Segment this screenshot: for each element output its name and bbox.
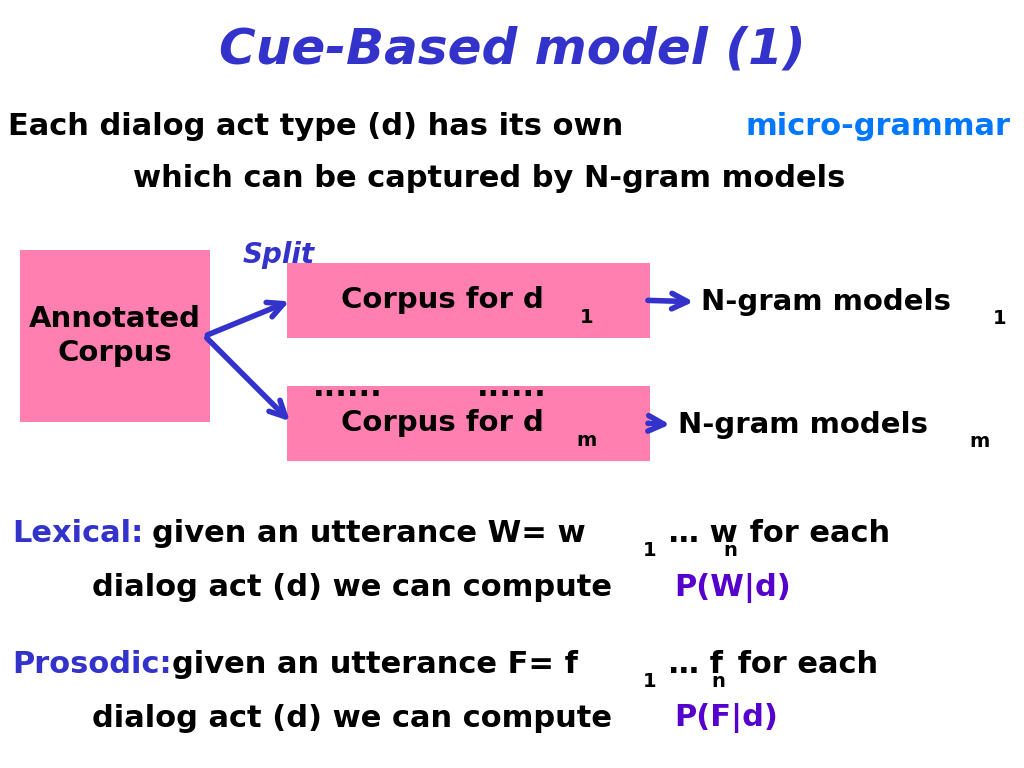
FancyBboxPatch shape: [20, 250, 210, 422]
Text: for each: for each: [739, 519, 891, 548]
Text: 1: 1: [993, 310, 1007, 328]
Text: N-gram models: N-gram models: [678, 411, 928, 439]
Text: Corpus for d: Corpus for d: [341, 409, 545, 437]
FancyBboxPatch shape: [287, 263, 650, 338]
Text: given an utterance W= w: given an utterance W= w: [152, 519, 585, 548]
Text: 1: 1: [580, 308, 593, 326]
Text: which can be captured by N-gram models: which can be captured by N-gram models: [133, 164, 846, 193]
Text: Prosodic:: Prosodic:: [12, 650, 172, 679]
Text: Lexical:: Lexical:: [12, 519, 143, 548]
Text: … f: … f: [658, 650, 723, 679]
Text: n: n: [723, 541, 737, 560]
Text: m: m: [577, 431, 596, 449]
Text: dialog act (d) we can compute: dialog act (d) we can compute: [92, 573, 623, 602]
FancyBboxPatch shape: [287, 386, 650, 461]
Text: micro-grammar: micro-grammar: [745, 112, 1011, 141]
Text: Each dialog act type (d) has its own: Each dialog act type (d) has its own: [8, 112, 634, 141]
Text: m: m: [970, 432, 990, 451]
Text: n: n: [712, 672, 726, 690]
Text: for each: for each: [727, 650, 879, 679]
Text: P(F|d): P(F|d): [674, 703, 777, 733]
Text: P(W|d): P(W|d): [674, 572, 791, 603]
Text: 1: 1: [643, 672, 656, 690]
Text: 1: 1: [643, 541, 656, 560]
Text: Annotated
Corpus: Annotated Corpus: [30, 305, 201, 367]
Text: ......: ......: [313, 373, 383, 402]
Text: ......: ......: [477, 373, 547, 402]
Text: Split: Split: [243, 241, 314, 269]
Text: Corpus for d: Corpus for d: [341, 286, 545, 314]
Text: … w: … w: [658, 519, 738, 548]
Text: given an utterance F= f: given an utterance F= f: [172, 650, 578, 679]
Text: dialog act (d) we can compute: dialog act (d) we can compute: [92, 703, 623, 733]
Text: N-gram models: N-gram models: [701, 288, 951, 316]
Text: Cue-Based model (1): Cue-Based model (1): [219, 26, 805, 74]
